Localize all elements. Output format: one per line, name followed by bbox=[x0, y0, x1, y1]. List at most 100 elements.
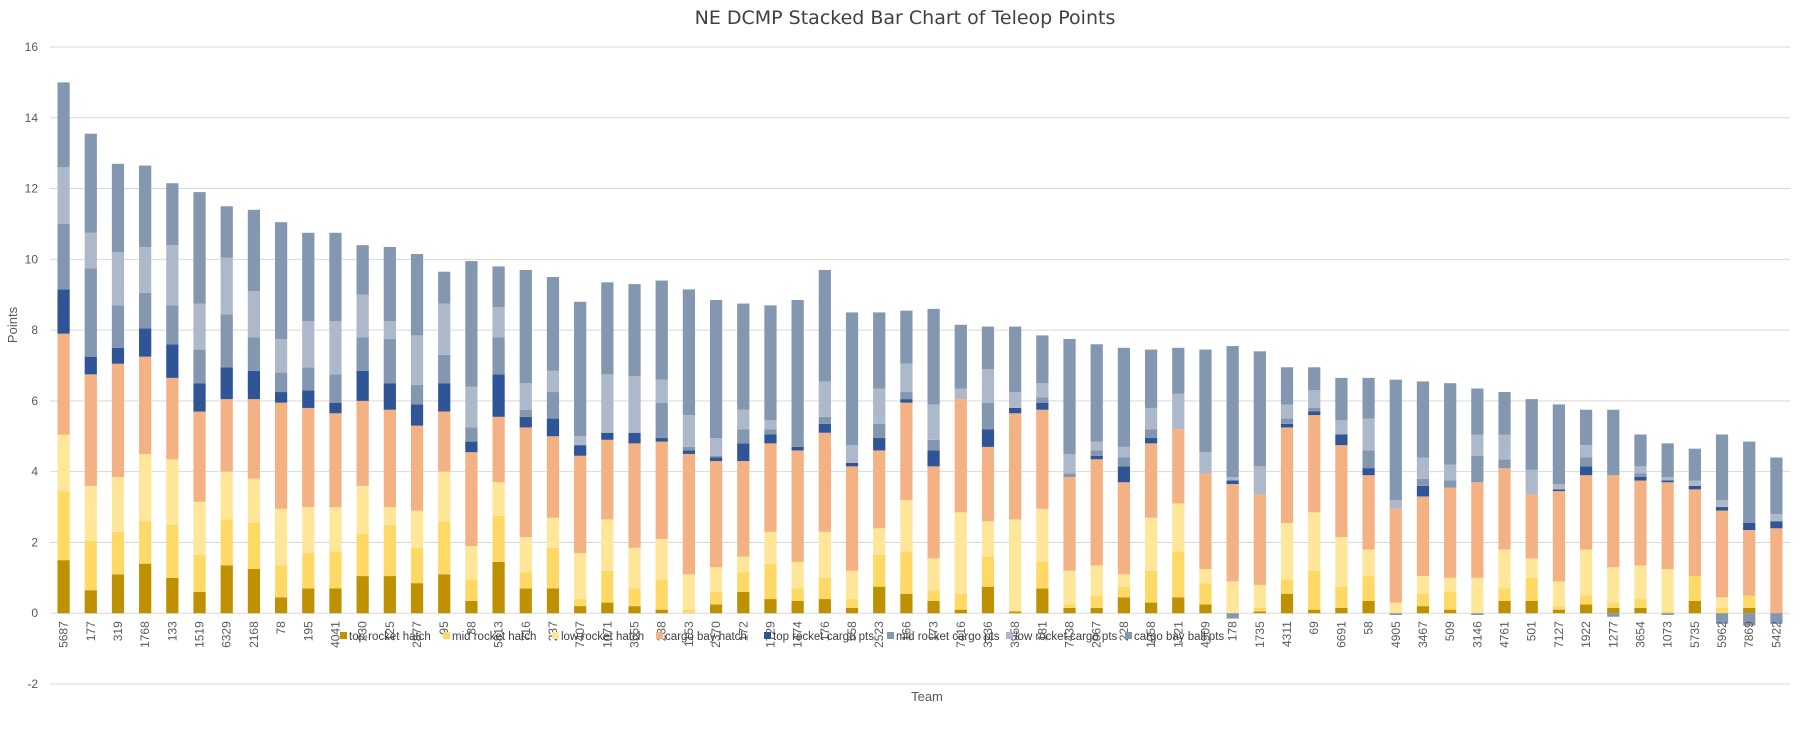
bar-segment bbox=[1525, 469, 1538, 495]
bar-segment bbox=[220, 471, 233, 520]
bar-segment bbox=[438, 354, 451, 384]
bar-segment bbox=[1172, 551, 1185, 598]
bar-stack-181 bbox=[1036, 335, 1049, 614]
bar-segment bbox=[329, 374, 342, 403]
y-axis-ticks: -2 0 2 4 6 8 10 12 14 16 bbox=[25, 40, 39, 691]
bar-segment bbox=[383, 576, 396, 614]
bar-segment bbox=[84, 133, 97, 233]
bar-segment bbox=[139, 356, 152, 454]
bar-segment bbox=[900, 392, 913, 400]
bar-segment bbox=[1063, 473, 1076, 477]
x-tick-label: 1519 bbox=[193, 621, 207, 648]
x-tick-label: 1058 bbox=[1144, 621, 1158, 648]
bar-segment bbox=[900, 551, 913, 594]
bar-segment bbox=[329, 402, 342, 414]
bar-segment bbox=[574, 436, 587, 446]
bar-stack-2523 bbox=[873, 312, 886, 614]
bar-segment bbox=[438, 471, 451, 522]
bar-stack-509 bbox=[1444, 383, 1457, 614]
bar-segment bbox=[1144, 570, 1158, 603]
bar-segment bbox=[1280, 522, 1294, 580]
bar-segment bbox=[465, 261, 478, 387]
bar-segment bbox=[682, 450, 696, 454]
bar-segment bbox=[193, 303, 206, 350]
bar-segment bbox=[356, 294, 369, 338]
bar-segment bbox=[954, 324, 967, 389]
legend-item: mid rocket hatch bbox=[443, 631, 536, 643]
bar-segment bbox=[1117, 574, 1131, 587]
bar-stack-4311 bbox=[1280, 367, 1294, 614]
bar-segment bbox=[1036, 383, 1049, 398]
bar-segment bbox=[465, 386, 478, 428]
bar-segment bbox=[873, 312, 886, 389]
bar-segment bbox=[1389, 508, 1402, 603]
bar-segment bbox=[764, 563, 777, 600]
bar-segment bbox=[438, 303, 451, 355]
bar-segment bbox=[927, 439, 940, 451]
bar-segment bbox=[220, 206, 233, 258]
bar-segment bbox=[546, 277, 560, 371]
bar-segment bbox=[1172, 503, 1185, 552]
legend-swatch bbox=[656, 632, 663, 639]
bar-segment bbox=[1144, 602, 1158, 614]
bar-segment bbox=[1743, 530, 1756, 596]
bar-segment bbox=[519, 427, 532, 538]
bar-segment bbox=[981, 446, 995, 522]
bar-segment bbox=[655, 579, 668, 610]
bar-segment bbox=[655, 609, 668, 614]
bar-segment bbox=[193, 349, 206, 384]
bar-segment bbox=[628, 588, 641, 607]
bar-segment bbox=[1661, 443, 1674, 477]
bar-segment bbox=[1199, 349, 1212, 453]
bar-segment bbox=[1634, 434, 1647, 467]
bar-stack-1073 bbox=[1661, 443, 1674, 615]
legend-item: low rocket hatch bbox=[552, 631, 644, 643]
bar-segment bbox=[1063, 338, 1076, 454]
bar-segment bbox=[845, 445, 859, 463]
bar-segment bbox=[1471, 577, 1484, 614]
bar-segment bbox=[1144, 438, 1158, 444]
bar-segment bbox=[1770, 528, 1783, 614]
chart-title: NE DCMP Stacked Bar Chart of Teleop Poin… bbox=[695, 7, 1116, 29]
bar-segment bbox=[492, 307, 505, 338]
bar-segment bbox=[1117, 586, 1131, 598]
bar-segment bbox=[682, 609, 696, 614]
bar-stack-5813 bbox=[492, 266, 505, 614]
bar-segment bbox=[139, 246, 152, 293]
bar-stack-501 bbox=[1525, 399, 1538, 614]
bar-segment bbox=[1090, 344, 1103, 442]
bar-segment bbox=[1117, 482, 1131, 575]
bar-segment bbox=[166, 577, 179, 614]
bar-segment bbox=[1444, 383, 1457, 465]
bar-stack-3467 bbox=[1416, 381, 1430, 614]
bar-segment bbox=[1634, 599, 1647, 608]
bar-segment bbox=[1199, 568, 1212, 584]
bar-segment bbox=[845, 599, 859, 608]
bar-stack-1058 bbox=[1144, 349, 1158, 614]
bar-segment bbox=[1308, 367, 1321, 391]
bar-segment bbox=[764, 305, 777, 421]
bar-segment bbox=[519, 383, 532, 410]
bar-segment bbox=[1144, 407, 1158, 430]
x-tick-label: 4761 bbox=[1498, 621, 1512, 648]
bar-stack-5962 bbox=[1715, 434, 1729, 624]
bar-segment bbox=[1009, 611, 1022, 614]
bar-segment bbox=[1389, 499, 1402, 509]
bar-segment bbox=[1688, 576, 1701, 601]
bar-segment bbox=[1416, 381, 1430, 458]
bar-segment bbox=[1498, 392, 1511, 435]
bar-segment bbox=[737, 461, 750, 557]
bar-segment bbox=[1607, 607, 1620, 614]
bar-segment bbox=[546, 370, 560, 393]
bar-segment bbox=[818, 531, 831, 578]
bar-segment bbox=[1117, 597, 1131, 614]
bar-segment bbox=[1634, 480, 1647, 566]
bar-segment bbox=[329, 588, 342, 614]
bar-segment bbox=[1009, 326, 1022, 393]
bar-segment bbox=[356, 576, 369, 614]
bar-segment bbox=[1525, 494, 1538, 559]
bar-segment bbox=[383, 507, 396, 525]
bar-segment bbox=[1416, 485, 1430, 497]
bar-segment bbox=[1362, 468, 1375, 476]
bar-segment bbox=[682, 453, 696, 575]
